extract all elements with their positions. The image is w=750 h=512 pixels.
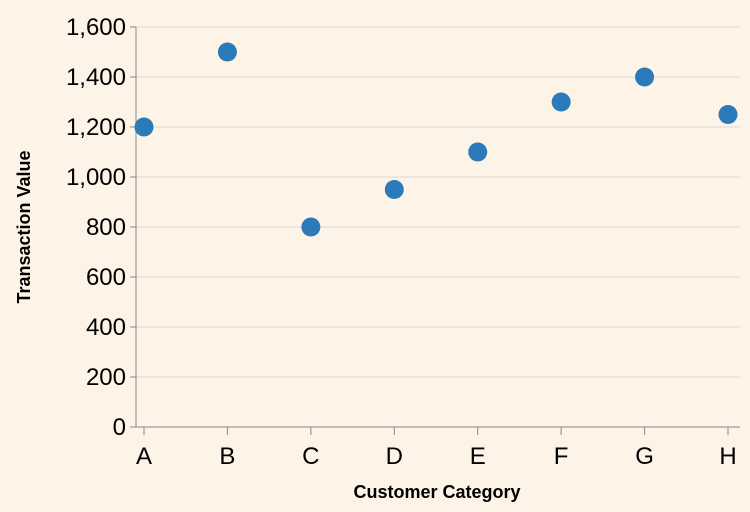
x-tick-label: H (719, 443, 736, 470)
y-tick-label: 1,000 (66, 164, 126, 191)
x-tick-label: G (635, 443, 654, 470)
y-axis-ticks: 0 200 400 600 800 1,000 1,200 1,400 1,600 (66, 14, 136, 441)
data-point-h (718, 105, 738, 124)
data-point-g (635, 67, 655, 87)
y-tick-label: 0 (113, 414, 126, 441)
data-point-d (384, 180, 404, 199)
x-tick-label: C (302, 443, 319, 470)
y-tick-label: 1,400 (66, 64, 126, 91)
y-tick-label: 600 (86, 264, 126, 291)
data-point-a (134, 117, 154, 137)
x-axis-title: Customer Category (353, 482, 520, 502)
data-point-b (217, 42, 237, 62)
x-axis-ticks: A B C D E F G H (136, 427, 737, 470)
y-tick-label: 200 (86, 364, 126, 391)
x-tick-label: D (386, 443, 403, 470)
x-tick-label: F (554, 443, 569, 470)
y-axis-title: Transaction Value (14, 150, 34, 303)
x-tick-label: A (136, 443, 152, 470)
x-tick-label: B (219, 443, 235, 470)
y-tick-label: 400 (86, 314, 126, 341)
y-tick-label: 800 (86, 214, 126, 241)
data-points (134, 42, 738, 237)
data-point-e (468, 142, 488, 162)
data-point-f (551, 92, 571, 112)
data-point-c (301, 217, 321, 237)
x-tick-label: E (470, 443, 486, 470)
y-tick-label: 1,200 (66, 114, 126, 141)
gridlines (136, 26, 740, 378)
y-tick-label: 1,600 (66, 14, 126, 41)
